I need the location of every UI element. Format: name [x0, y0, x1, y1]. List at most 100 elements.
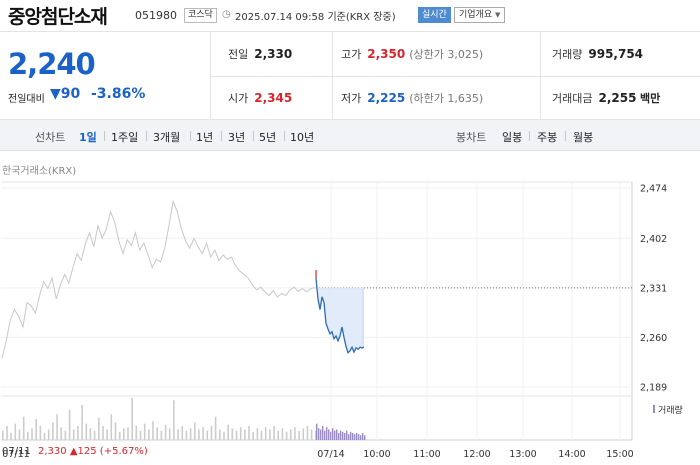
volume-bar	[64, 430, 67, 440]
tab-10y[interactable]: 10년	[290, 131, 315, 144]
stock-code: 051980	[135, 9, 177, 22]
volume-bar	[118, 431, 121, 440]
volume-bar	[131, 398, 133, 440]
x-tick-label: 10:00	[363, 449, 390, 460]
volume-bar	[346, 430, 348, 440]
volume-bar	[223, 431, 225, 440]
volume-bar	[322, 426, 324, 440]
volume-cell: 거래량 995,754	[552, 46, 643, 62]
volume-bar	[310, 429, 313, 440]
volume-bar	[239, 427, 242, 440]
volume-bar	[315, 430, 317, 440]
divider	[210, 76, 700, 77]
x-tick-label: 07/11	[2, 449, 29, 460]
data-source-label: 한국거래소(KRX)	[2, 166, 77, 177]
volume-bar	[189, 428, 192, 440]
today-price-line	[315, 278, 365, 355]
change-label: 전일대비	[8, 94, 45, 105]
volume-bar	[106, 429, 108, 440]
volume-bar	[269, 429, 271, 440]
y-tick-label: 2,331	[640, 283, 667, 294]
tab-monthly-candle[interactable]: 월봉	[573, 131, 594, 144]
market-badge: 코스닥	[184, 8, 217, 23]
open-label: 시가	[228, 92, 249, 105]
footer-date: 07/11	[2, 446, 31, 457]
tab-5y[interactable]: 5년	[259, 131, 277, 144]
volume-bar	[6, 426, 8, 440]
volume-bar	[227, 424, 229, 440]
footer-price: 2,330	[38, 446, 67, 457]
volume-bar	[306, 426, 309, 440]
volume-bar	[298, 430, 300, 440]
tab-3y[interactable]: 3년	[228, 131, 246, 144]
y-tick-label: 2,189	[640, 383, 667, 394]
change-percent: -3.86%	[91, 86, 146, 102]
volume-bar	[219, 429, 221, 440]
tab-daily-candle[interactable]: 일봉	[502, 131, 523, 144]
volume-bar	[273, 426, 275, 440]
volume-bar	[93, 430, 96, 440]
volume-value: 995,754	[588, 47, 644, 61]
amount-unit: 백만	[639, 92, 661, 105]
tab-weekly-candle[interactable]: 주봉	[537, 131, 558, 144]
volume-bar	[110, 414, 113, 440]
volume-bar	[39, 426, 42, 440]
volume-bar	[60, 427, 62, 440]
volume-bar	[164, 424, 167, 440]
volume-bar	[156, 427, 158, 440]
footer-change: ▲125 (+5.67%)	[69, 446, 148, 457]
volume-bar	[173, 400, 175, 440]
quote-summary: 2,240 전일대비 ▼90 -3.86% 전일 2,330 고가 2,350 (상한…	[0, 32, 700, 120]
tab-separator	[104, 131, 105, 141]
volume-bar	[35, 419, 37, 440]
tab-1d[interactable]: 1일	[79, 131, 97, 144]
realtime-button[interactable]: 실시간	[418, 7, 451, 23]
volume-bar	[194, 422, 196, 440]
volume-bar	[316, 423, 318, 440]
volume-bar	[72, 429, 75, 440]
tab-3m[interactable]: 3개월	[153, 131, 181, 144]
volume-bar	[326, 427, 328, 440]
tab-1w[interactable]: 1주일	[111, 131, 139, 144]
volume-bar	[43, 433, 46, 440]
prev-close-cell: 전일 2,330	[228, 46, 292, 62]
volume-bar	[135, 426, 138, 440]
volume-bar	[358, 434, 360, 440]
volume-bar	[354, 434, 356, 440]
volume-bar	[198, 429, 200, 440]
x-tick-label: 13:00	[509, 449, 536, 460]
volume-bar	[148, 429, 150, 440]
tab-separator	[565, 131, 566, 141]
volume-bar	[68, 409, 71, 440]
volume-legend-swatch	[653, 405, 655, 413]
volume-bar	[31, 428, 33, 440]
tab-1y[interactable]: 1년	[196, 131, 214, 144]
volume-bar	[350, 431, 352, 440]
volume-bar	[342, 431, 344, 440]
volume-bar	[328, 429, 330, 440]
volume-bar	[89, 428, 92, 440]
high-cell: 고가 2,350 (상한가 3,025)	[341, 46, 483, 62]
tab-separator	[529, 131, 530, 141]
volume-bar	[281, 428, 284, 440]
x-tick-label: 14:00	[558, 449, 585, 460]
volume-bar	[294, 427, 296, 440]
tab-separator	[146, 131, 147, 141]
volume-bar	[102, 426, 104, 440]
current-price: 2,240	[8, 47, 96, 81]
volume-bar	[330, 431, 332, 440]
company-info-dropdown[interactable]: 기업개요 ▼	[454, 7, 506, 23]
tab-separator	[221, 131, 222, 141]
candle-chart-group-label: 봉차트	[456, 131, 487, 144]
change-amount-value: 90	[60, 86, 81, 102]
x-tick-label: 11:00	[413, 449, 440, 460]
volume-bar	[235, 430, 238, 440]
high-value: 2,350	[367, 47, 406, 61]
today-area-fill	[316, 278, 364, 353]
volume-label: 거래량	[552, 48, 583, 61]
y-tick-label: 2,474	[640, 184, 667, 195]
volume-bar	[2, 430, 4, 440]
volume-bar	[348, 434, 350, 440]
x-tick-label: 15:00	[606, 449, 633, 460]
